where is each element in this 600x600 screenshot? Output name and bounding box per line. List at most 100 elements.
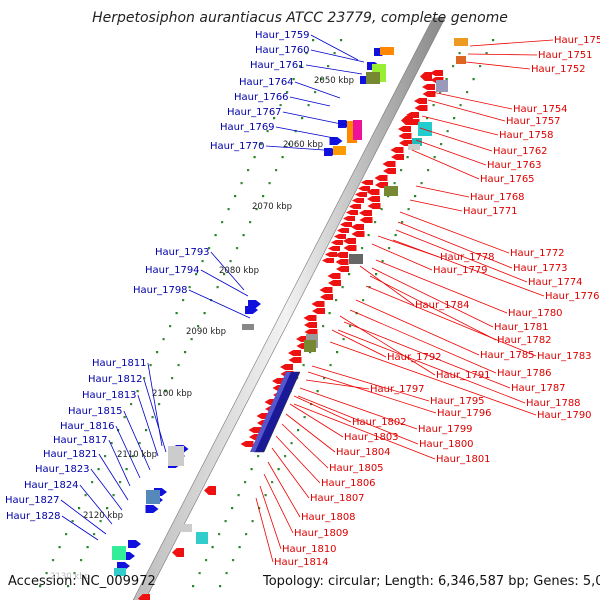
scale-label: 2110 kbp xyxy=(117,450,157,460)
gene-label: Haur_1754 xyxy=(513,104,568,115)
tick-dot xyxy=(312,39,315,42)
gene-label: Haur_1783 xyxy=(537,351,592,362)
gene-label: Haur_1762 xyxy=(493,146,548,157)
connector-line xyxy=(115,425,141,479)
tick-dot xyxy=(387,195,390,198)
tick-dot xyxy=(236,247,239,250)
tick-dot xyxy=(218,533,221,536)
gene-label: Haur_1752 xyxy=(531,64,586,75)
gene-label: Haur_1796 xyxy=(437,408,492,419)
feature-box xyxy=(412,138,422,146)
connector-line xyxy=(265,145,325,151)
connector-line xyxy=(397,221,513,269)
tick-dot xyxy=(299,65,302,68)
connector-line xyxy=(188,289,251,319)
tick-dot xyxy=(492,39,495,42)
tick-dot xyxy=(251,520,254,523)
gene-label: Haur_1768 xyxy=(470,192,525,203)
gene-label: Haur_1757 xyxy=(506,116,561,127)
gene-label: Haur_1763 xyxy=(487,160,542,171)
gene-label: Haur_1817 xyxy=(53,435,108,446)
tick-dot xyxy=(305,52,308,55)
connector-line xyxy=(371,243,433,271)
forward-gene-arrow xyxy=(383,168,396,174)
tick-dot xyxy=(188,286,191,289)
forward-gene-arrow xyxy=(346,210,358,215)
gene-label: Haur_1803 xyxy=(344,432,399,443)
tick-dot xyxy=(65,533,68,536)
gene-label: Haur_1801 xyxy=(436,454,491,465)
connector-line xyxy=(310,49,365,63)
gene-label: Haur_1804 xyxy=(336,447,391,458)
tick-dot xyxy=(309,351,312,354)
gene-label: Haur_1780 xyxy=(508,308,563,319)
forward-gene-arrow xyxy=(343,245,357,251)
backbone-band xyxy=(132,17,446,600)
gene-label: Haur_1751 xyxy=(538,50,593,61)
tick-dot xyxy=(242,234,245,237)
forward-gene-arrow xyxy=(312,308,325,314)
connector-line xyxy=(395,229,528,283)
tick-dot xyxy=(123,416,126,419)
tick-dot xyxy=(216,286,219,289)
connector-line xyxy=(210,251,245,291)
feature-box xyxy=(436,80,448,92)
forward-gene-arrow xyxy=(398,133,412,139)
forward-gene-arrow xyxy=(248,427,262,433)
tick-dot xyxy=(303,416,306,419)
tick-dot xyxy=(341,286,344,289)
gene-label: Haur_1809 xyxy=(294,528,349,539)
tick-dot xyxy=(367,234,370,237)
tick-dot xyxy=(288,143,291,146)
tick-dot xyxy=(322,325,325,328)
tick-dot xyxy=(446,130,449,133)
tick-dot xyxy=(407,208,410,211)
connector-line xyxy=(431,91,513,110)
feature-box xyxy=(114,568,126,576)
tick-dot xyxy=(401,221,404,224)
forward-gene-arrow xyxy=(420,72,432,81)
tick-dot xyxy=(190,338,193,341)
tick-dot xyxy=(406,156,409,159)
forward-gene-arrow xyxy=(351,224,364,230)
connector-line xyxy=(365,285,537,357)
tick-dot xyxy=(112,494,115,497)
tick-dot xyxy=(227,208,230,211)
tick-dot xyxy=(198,572,201,575)
connector-line xyxy=(329,341,537,416)
tick-dot xyxy=(432,104,435,107)
tick-dot xyxy=(340,39,343,42)
genome-summary-text: Topology: circular; Length: 6,346,587 bp… xyxy=(263,574,600,589)
reverse-operon-edge xyxy=(250,372,291,452)
tick-dot xyxy=(301,117,304,120)
gene-label: Haur_1761 xyxy=(250,60,305,71)
feature-box xyxy=(366,72,380,84)
tick-dot xyxy=(342,338,345,341)
forward-gene-arrow xyxy=(391,154,404,160)
tick-dot xyxy=(136,390,139,393)
tick-dot xyxy=(459,104,462,107)
connector-line xyxy=(263,473,294,534)
gene-label: Haur_1794 xyxy=(145,265,200,276)
connector-line xyxy=(421,115,499,136)
tick-dot xyxy=(439,91,442,94)
feature-box xyxy=(418,122,432,136)
tick-dot xyxy=(80,559,83,562)
tick-dot xyxy=(268,182,271,185)
tick-dot xyxy=(284,455,287,458)
tick-dot xyxy=(307,104,310,107)
feature-box xyxy=(242,324,254,330)
forward-gene-arrow xyxy=(335,252,348,258)
forward-gene-arrow xyxy=(325,252,337,257)
tick-dot xyxy=(316,390,319,393)
gene-label: Haur_1821 xyxy=(43,449,98,460)
gene-label: Haur_1750 xyxy=(554,35,600,46)
tick-dot xyxy=(237,494,240,497)
connector-line xyxy=(305,64,363,75)
connector-line xyxy=(343,321,511,389)
tick-dot xyxy=(279,104,282,107)
tick-dot xyxy=(426,117,429,120)
connector-line xyxy=(409,199,463,212)
tick-dot xyxy=(52,559,55,562)
map-title: Herpetosiphon aurantiacus ATCC 23779, co… xyxy=(92,10,508,26)
